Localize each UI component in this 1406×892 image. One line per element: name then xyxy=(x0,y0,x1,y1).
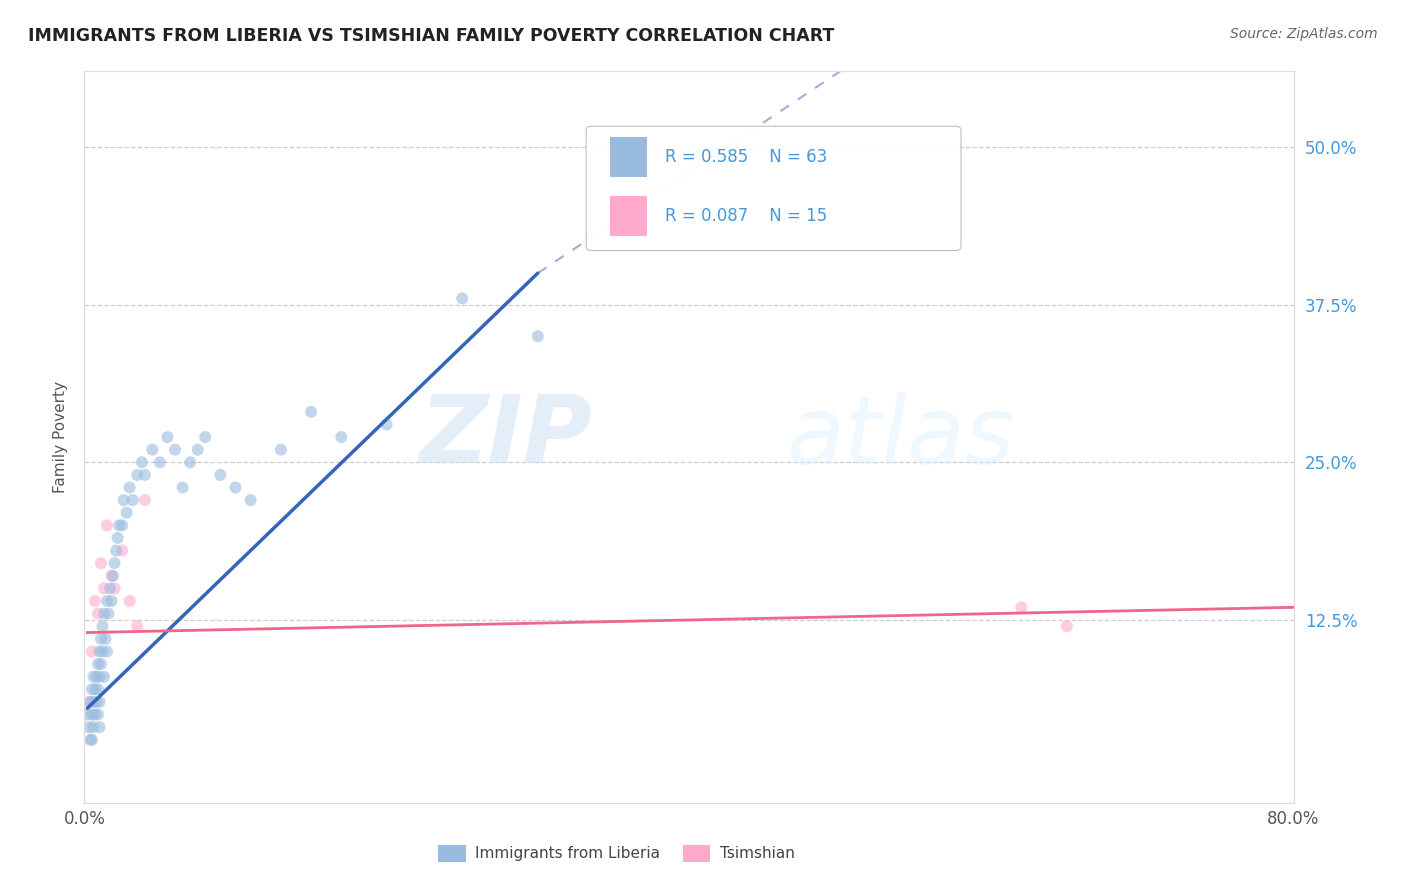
Point xyxy=(77,695,100,709)
Bar xyxy=(610,195,647,235)
Point xyxy=(107,531,129,545)
Point xyxy=(82,695,104,709)
Point xyxy=(90,657,112,671)
Text: R = 0.585    N = 63: R = 0.585 N = 63 xyxy=(665,148,827,166)
Point xyxy=(270,442,292,457)
Point xyxy=(96,644,118,658)
Point xyxy=(239,493,262,508)
Point xyxy=(194,430,217,444)
Point xyxy=(98,582,121,596)
Point xyxy=(187,442,209,457)
Point xyxy=(134,493,156,508)
Point xyxy=(100,569,122,583)
Point xyxy=(79,695,101,709)
Point xyxy=(80,707,103,722)
Point xyxy=(141,442,163,457)
Point xyxy=(90,632,112,646)
Point xyxy=(299,405,322,419)
Point xyxy=(104,556,127,570)
Y-axis label: Family Poverty: Family Poverty xyxy=(53,381,69,493)
Point xyxy=(94,632,117,646)
Point xyxy=(87,657,110,671)
Point xyxy=(131,455,153,469)
Point xyxy=(86,695,108,709)
Point xyxy=(97,607,120,621)
Point xyxy=(134,467,156,482)
Point xyxy=(89,695,111,709)
Point xyxy=(93,670,115,684)
Point xyxy=(84,594,107,608)
Point xyxy=(1056,619,1078,633)
Point xyxy=(165,442,187,457)
Text: ZIP: ZIP xyxy=(419,391,592,483)
Text: atlas: atlas xyxy=(786,392,1014,483)
Point xyxy=(451,291,474,305)
Point xyxy=(77,720,100,734)
Point xyxy=(84,682,107,697)
Point xyxy=(86,670,108,684)
Point xyxy=(209,467,232,482)
Point xyxy=(118,481,141,495)
Point xyxy=(87,607,110,621)
Point xyxy=(105,543,128,558)
Point xyxy=(89,720,111,734)
Point xyxy=(156,430,179,444)
Point xyxy=(527,329,550,343)
Point xyxy=(84,707,107,722)
Point xyxy=(87,682,110,697)
Bar xyxy=(610,137,647,178)
Point xyxy=(111,518,134,533)
Point xyxy=(375,417,398,432)
Point xyxy=(91,644,114,658)
Point xyxy=(96,518,118,533)
Point xyxy=(149,455,172,469)
Point xyxy=(127,619,149,633)
Point xyxy=(111,543,134,558)
Point xyxy=(82,670,104,684)
Text: Source: ZipAtlas.com: Source: ZipAtlas.com xyxy=(1230,27,1378,41)
Point xyxy=(108,518,131,533)
Point xyxy=(79,732,101,747)
Point xyxy=(82,720,104,734)
Point xyxy=(89,644,111,658)
FancyBboxPatch shape xyxy=(586,126,962,251)
Point xyxy=(112,493,135,508)
Point xyxy=(101,569,124,583)
Point xyxy=(115,506,138,520)
Point xyxy=(96,594,118,608)
Legend: Immigrants from Liberia, Tsimshian: Immigrants from Liberia, Tsimshian xyxy=(432,838,800,868)
Text: IMMIGRANTS FROM LIBERIA VS TSIMSHIAN FAMILY POVERTY CORRELATION CHART: IMMIGRANTS FROM LIBERIA VS TSIMSHIAN FAM… xyxy=(28,27,835,45)
Point xyxy=(89,670,111,684)
Point xyxy=(80,732,103,747)
Point xyxy=(330,430,353,444)
Point xyxy=(127,467,149,482)
Point xyxy=(1011,600,1033,615)
Point xyxy=(93,582,115,596)
Point xyxy=(100,594,122,608)
Point xyxy=(179,455,201,469)
Point xyxy=(90,556,112,570)
Point xyxy=(93,607,115,621)
Point xyxy=(121,493,143,508)
Point xyxy=(80,682,103,697)
Point xyxy=(87,707,110,722)
Point xyxy=(172,481,194,495)
Point xyxy=(80,644,103,658)
Point xyxy=(225,481,247,495)
Point xyxy=(104,582,127,596)
Point xyxy=(118,594,141,608)
Point xyxy=(76,707,98,722)
Point xyxy=(91,619,114,633)
Text: R = 0.087    N = 15: R = 0.087 N = 15 xyxy=(665,207,827,225)
